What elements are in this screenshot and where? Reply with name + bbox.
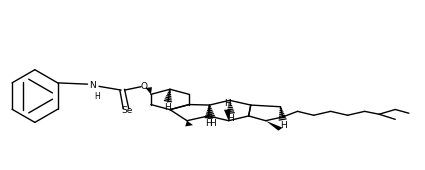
Polygon shape [145,87,152,94]
Text: N: N [89,81,96,89]
Text: H: H [227,115,234,123]
Text: O: O [141,82,148,91]
Text: H: H [164,104,170,112]
Text: H: H [280,121,287,130]
Text: H: H [94,92,100,100]
Text: H: H [224,99,231,108]
Polygon shape [266,121,283,131]
Polygon shape [185,121,193,126]
Text: H: H [209,119,216,128]
Polygon shape [224,109,231,121]
Text: Se: Se [122,106,133,115]
Text: H: H [205,119,212,128]
